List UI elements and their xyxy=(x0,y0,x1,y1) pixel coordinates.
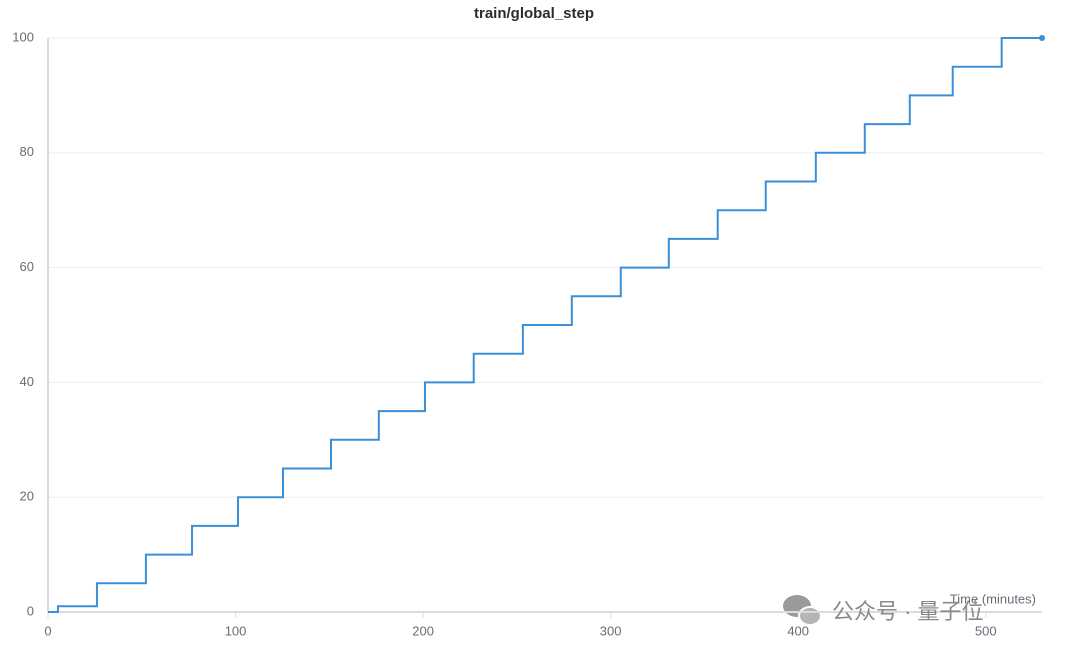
x-axis-label: Time (minutes) xyxy=(950,591,1036,606)
wechat-icon xyxy=(798,606,822,626)
watermark-text: 公众号 · 量子位 xyxy=(832,599,984,624)
y-tick-label: 60 xyxy=(20,259,34,274)
x-tick-label: 300 xyxy=(600,623,622,638)
watermark xyxy=(783,595,822,626)
chart-title: train/global_step xyxy=(474,5,594,22)
line xyxy=(48,37,1042,613)
x-tick-label: 200 xyxy=(412,623,434,638)
y-tick-label: 0 xyxy=(27,603,34,618)
y-tick-label: 40 xyxy=(20,374,34,389)
x-tick-label: 0 xyxy=(44,623,51,638)
x-tick-label: 500 xyxy=(975,623,997,638)
y-tick-label: 80 xyxy=(20,144,34,159)
x-tick-label: 100 xyxy=(225,623,247,638)
x-tick-label: 400 xyxy=(787,623,809,638)
end-point xyxy=(1039,35,1045,41)
y-tick-label: 20 xyxy=(20,489,34,504)
y-tick-label: 100 xyxy=(12,29,34,44)
